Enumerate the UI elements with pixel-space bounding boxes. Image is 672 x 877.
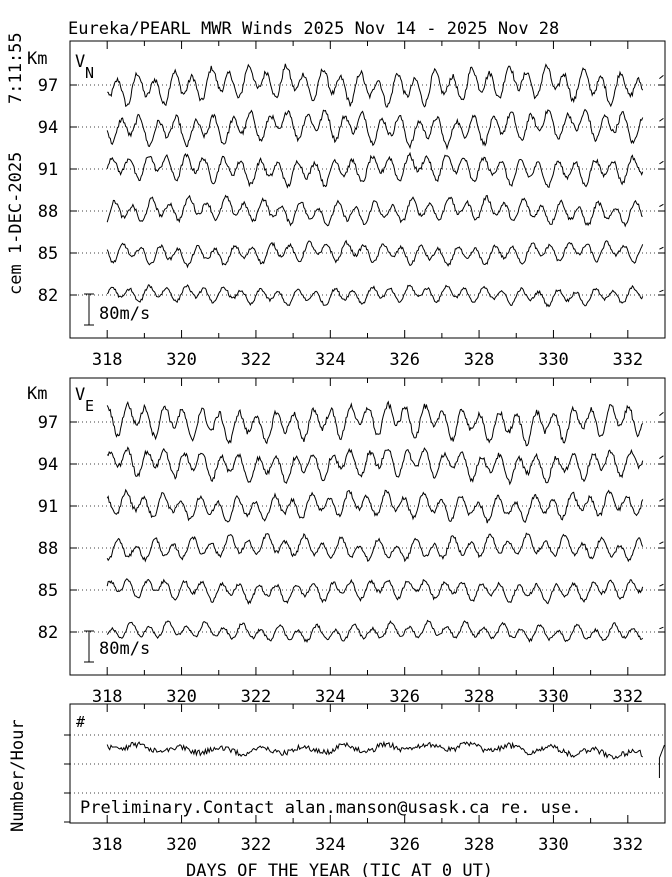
panel-count-ylabel: Number/Hour bbox=[8, 719, 28, 832]
x-tick-label: 326 bbox=[389, 835, 420, 855]
wind-series-97km bbox=[106, 400, 644, 447]
wind-series-85km bbox=[106, 578, 644, 606]
wind-series-91km bbox=[106, 151, 644, 189]
wind-series-94km bbox=[106, 446, 644, 486]
x-tick-label: 320 bbox=[166, 687, 197, 707]
panel-vn-label-main: V bbox=[75, 52, 85, 72]
wind-series-82km bbox=[106, 284, 644, 308]
x-tick-label: 326 bbox=[389, 350, 420, 370]
y-tick-label: 82 bbox=[38, 286, 58, 306]
y-tick-label: 97 bbox=[38, 413, 58, 433]
x-tick-label: 328 bbox=[464, 350, 495, 370]
wind-series-fragment bbox=[659, 498, 664, 502]
panel-count-grid bbox=[70, 734, 665, 794]
y-tick-label: 82 bbox=[38, 623, 58, 643]
count-series bbox=[106, 740, 643, 760]
side-stamp-label: cem 1-DEC-2025 bbox=[6, 152, 26, 295]
y-tick-label: 85 bbox=[38, 581, 58, 601]
wind-series-fragment bbox=[659, 455, 664, 459]
panel-vn-unit-label: Km bbox=[27, 49, 47, 69]
x-tick-label: 326 bbox=[389, 687, 420, 707]
wind-series-94km bbox=[106, 108, 644, 151]
panel-ve: 318 320 322 324 326 328 330 332 82 85 88 91 94 97 Km… bbox=[27, 377, 666, 707]
panel-vn: 318 320 322 324 326 328 330 332 82 85 88 91 94 97 Km… bbox=[27, 40, 666, 370]
timestamp-label: 7:11:55 bbox=[6, 32, 26, 104]
x-tick-label: 330 bbox=[538, 350, 569, 370]
y-tick-label: 91 bbox=[38, 160, 58, 180]
wind-series-88km bbox=[106, 194, 643, 228]
panel-count-yticks bbox=[64, 734, 70, 823]
panel-count-series bbox=[106, 740, 665, 778]
panel-count: 318 320 322 324 326 328 330 332 # Number/Hour P… bbox=[8, 703, 666, 855]
x-tick-label: 324 bbox=[315, 350, 346, 370]
x-tick-label: 328 bbox=[464, 835, 495, 855]
wind-series-88km bbox=[106, 532, 644, 563]
wind-series-85km bbox=[106, 239, 644, 269]
x-tick-label: 332 bbox=[612, 835, 643, 855]
x-axis-title: DAYS OF THE YEAR (TIC AT 0 UT) bbox=[186, 861, 493, 877]
y-tick-label: 94 bbox=[38, 118, 58, 138]
panel-ve-scale-bar bbox=[84, 630, 94, 663]
wind-series-82km bbox=[106, 619, 644, 644]
x-tick-label: 318 bbox=[92, 687, 123, 707]
x-tick-label: 320 bbox=[166, 835, 197, 855]
wind-series-fragment bbox=[659, 412, 664, 416]
panel-vn-scale-label: 80m/s bbox=[99, 304, 150, 324]
panel-ve-yticks: 82 85 88 91 94 97 bbox=[38, 413, 665, 643]
panel-vn-yticks: 82 85 88 91 94 97 bbox=[38, 76, 665, 306]
x-tick-label: 324 bbox=[315, 687, 346, 707]
y-tick-label: 94 bbox=[38, 455, 58, 475]
panel-vn-scale-bar bbox=[84, 293, 94, 326]
x-tick-label: 332 bbox=[612, 350, 643, 370]
wind-series-fragment bbox=[659, 289, 664, 293]
panel-vn-grid bbox=[70, 84, 665, 296]
panel-vn-series bbox=[106, 63, 664, 308]
panel-ve-unit-label: Km bbox=[27, 384, 47, 404]
panel-ve-label-main: V bbox=[75, 385, 85, 405]
panel-ve-xticks: 318 320 322 324 326 328 330 332 bbox=[69, 378, 666, 707]
x-tick-label: 322 bbox=[241, 687, 272, 707]
panel-count-xticks: 318 320 322 324 326 328 330 332 bbox=[69, 704, 666, 855]
x-tick-label: 322 bbox=[241, 350, 272, 370]
panel-vn-xticks: 318 320 322 324 326 328 330 332 bbox=[69, 41, 666, 370]
x-tick-label: 322 bbox=[241, 835, 272, 855]
count-series-fragment bbox=[658, 744, 665, 759]
wind-series-fragment bbox=[659, 75, 664, 79]
x-tick-label: 332 bbox=[612, 687, 643, 707]
wind-series-fragment bbox=[659, 203, 664, 207]
wind-series-fragment bbox=[659, 246, 664, 250]
panel-ve-scale-label: 80m/s bbox=[99, 639, 150, 659]
x-tick-label: 320 bbox=[166, 350, 197, 370]
panel-ve-label-sub: E bbox=[85, 397, 94, 415]
wind-series-97km bbox=[107, 63, 644, 108]
wind-series-fragment bbox=[659, 541, 664, 545]
y-tick-label: 97 bbox=[38, 76, 58, 96]
y-tick-label: 88 bbox=[38, 539, 58, 559]
panel-count-label-main: # bbox=[76, 713, 85, 731]
wind-series-91km bbox=[106, 488, 644, 524]
x-tick-label: 324 bbox=[315, 835, 346, 855]
y-tick-label: 88 bbox=[38, 202, 58, 222]
x-tick-label: 318 bbox=[92, 350, 123, 370]
x-tick-label: 328 bbox=[464, 687, 495, 707]
wind-series-fragment bbox=[659, 583, 664, 587]
panel-ve-series bbox=[106, 400, 664, 644]
chart-title: Eureka/PEARL MWR Winds 2025 Nov 14 - 202… bbox=[68, 19, 559, 39]
y-tick-label: 85 bbox=[38, 244, 58, 264]
x-tick-label: 330 bbox=[538, 687, 569, 707]
y-tick-label: 91 bbox=[38, 497, 58, 517]
wind-series-fragment bbox=[659, 160, 664, 165]
x-tick-label: 318 bbox=[92, 835, 123, 855]
panel-vn-label-sub: N bbox=[85, 64, 94, 82]
x-tick-label: 330 bbox=[538, 835, 569, 855]
wind-series-fragment bbox=[659, 626, 664, 630]
wind-series-fragment bbox=[659, 117, 664, 122]
panel-count-notice: Preliminary.Contact alan.manson@usask.ca… bbox=[80, 798, 582, 818]
